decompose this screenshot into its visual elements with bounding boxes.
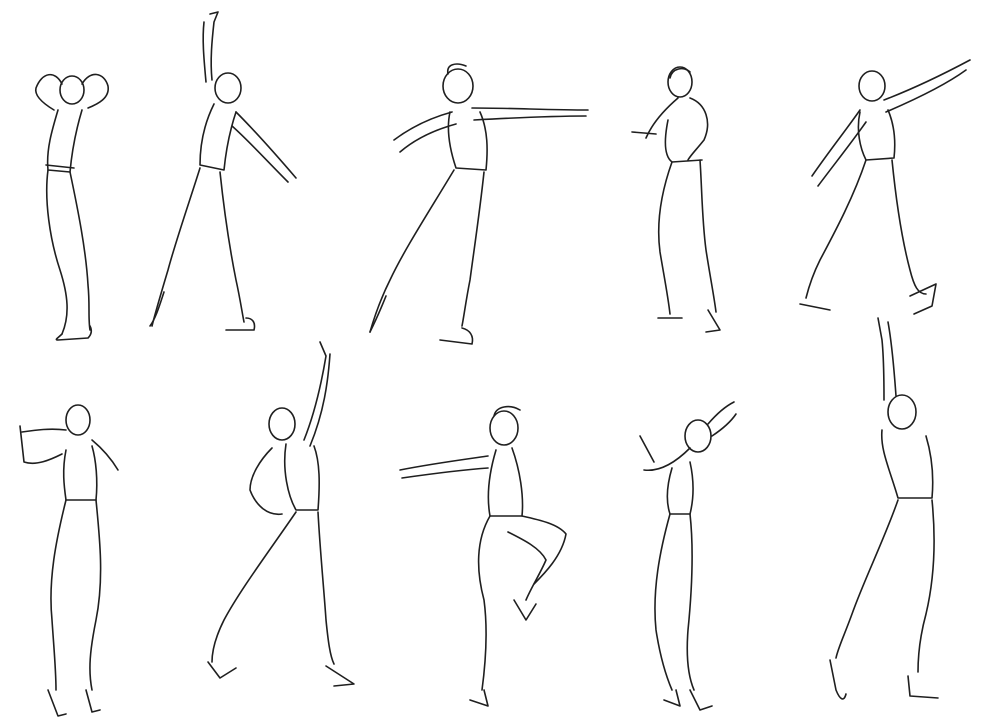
dancer-figure-10 xyxy=(829,317,939,700)
dancer-figure-5 xyxy=(799,59,971,315)
dancer-figure-4 xyxy=(631,66,721,333)
dancer-figure-1 xyxy=(34,73,109,341)
dancer-figure-6 xyxy=(19,404,119,717)
dancer-figure-3 xyxy=(369,63,589,345)
dancer-figure-2 xyxy=(149,11,297,331)
dancer-figure-8 xyxy=(399,405,567,707)
dancer-figure-7 xyxy=(207,341,355,687)
dancer-figure-9 xyxy=(639,401,737,711)
